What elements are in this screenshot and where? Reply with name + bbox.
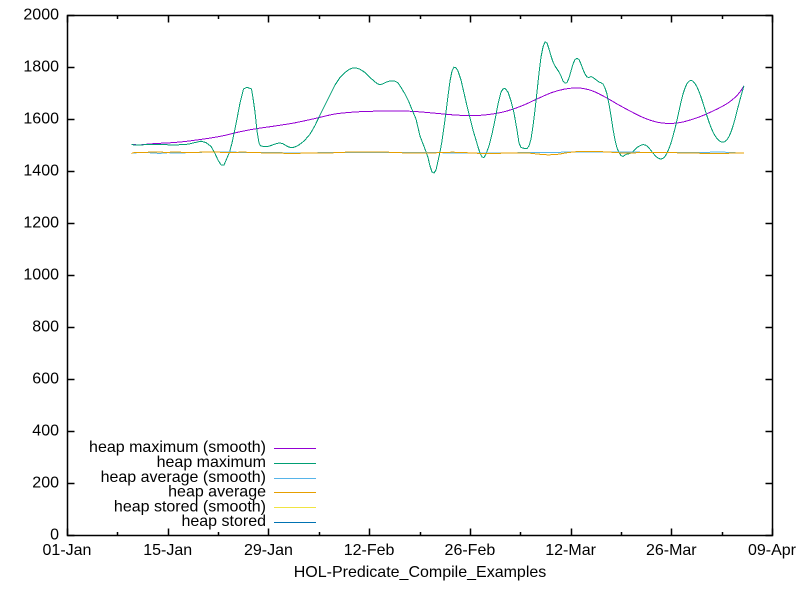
- svg-text:1600: 1600: [23, 111, 59, 128]
- svg-text:12-Feb: 12-Feb: [344, 542, 395, 559]
- svg-text:HOL-Predicate_Compile_Examples: HOL-Predicate_Compile_Examples: [294, 564, 547, 581]
- svg-text:15-Jan: 15-Jan: [143, 542, 192, 559]
- svg-text:1400: 1400: [23, 163, 59, 180]
- svg-text:26-Mar: 26-Mar: [646, 542, 697, 559]
- svg-text:29-Jan: 29-Jan: [244, 542, 293, 559]
- svg-text:200: 200: [32, 475, 59, 492]
- svg-text:800: 800: [32, 319, 59, 336]
- svg-text:heap average: heap average: [168, 484, 266, 501]
- svg-text:400: 400: [32, 423, 59, 440]
- svg-text:1000: 1000: [23, 267, 59, 284]
- svg-text:09-Apr: 09-Apr: [748, 542, 797, 559]
- svg-text:26-Feb: 26-Feb: [445, 542, 496, 559]
- svg-text:12-Mar: 12-Mar: [545, 542, 596, 559]
- svg-text:0: 0: [50, 527, 59, 544]
- svg-text:heap maximum: heap maximum: [157, 454, 266, 471]
- svg-text:heap average (smooth): heap average (smooth): [101, 469, 266, 486]
- svg-text:heap stored (smooth): heap stored (smooth): [114, 498, 266, 515]
- svg-text:600: 600: [32, 371, 59, 388]
- svg-text:heap maximum (smooth): heap maximum (smooth): [89, 439, 266, 456]
- svg-text:2000: 2000: [23, 7, 59, 24]
- svg-text:1200: 1200: [23, 215, 59, 232]
- svg-text:heap stored: heap stored: [181, 513, 266, 530]
- svg-text:1800: 1800: [23, 59, 59, 76]
- svg-text:01-Jan: 01-Jan: [43, 542, 92, 559]
